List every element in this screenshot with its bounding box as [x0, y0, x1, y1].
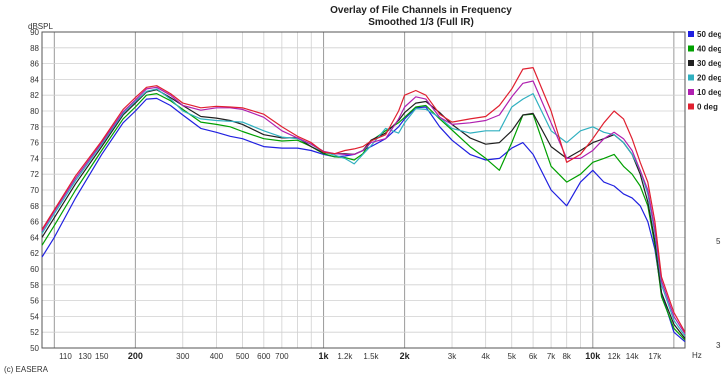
y-tick-label: 74 [30, 154, 39, 163]
x-tick-label: 5k [508, 352, 517, 361]
legend-swatch [688, 103, 694, 110]
x-tick-labels: 110 130 150 200 300 400 500 600 700 1k 1.2k 1.5k 2k 3… [59, 351, 662, 361]
legend-swatch [688, 60, 694, 66]
series-lines [41, 66, 686, 343]
legend-swatch [688, 74, 694, 81]
footer-credit: (c) EASERA [4, 365, 49, 374]
x-tick-label: 700 [275, 352, 289, 361]
x-tick-label: 14k [626, 352, 640, 361]
x-tick-label: 300 [176, 352, 190, 361]
x-tick-label: 6k [529, 352, 538, 361]
legend-swatch [688, 31, 694, 37]
legend-swatch [688, 45, 694, 52]
stray-mark-1: 5 [716, 237, 721, 246]
x-tick-label: 130 [78, 352, 92, 361]
chart-title: Overlay of File Channels in Frequency [330, 5, 512, 16]
y-tick-label: 66 [30, 218, 39, 227]
y-tick-label: 56 [30, 297, 39, 306]
series-line-40-deg [41, 92, 686, 341]
x-tick-label: 110 [59, 352, 72, 361]
y-tick-label: 68 [30, 202, 39, 211]
x-tick-label: 4k [481, 352, 490, 361]
legend-label: 40 deg [697, 45, 721, 54]
y-tick-label: 88 [30, 44, 39, 53]
y-tick-label: 54 [30, 312, 39, 321]
y-tick-label: 64 [30, 233, 39, 242]
x-axis-label: Hz [692, 351, 702, 360]
plot-area-frame [41, 31, 686, 349]
stray-mark-2: 3 [716, 341, 721, 350]
series-line-30-deg [41, 89, 686, 339]
legend-label: 20 deg [697, 74, 721, 83]
y-axis-label: dBSPL [28, 22, 53, 31]
y-tick-label: 76 [30, 139, 39, 148]
x-tick-label: 3k [448, 352, 457, 361]
y-tick-label: 80 [30, 107, 39, 116]
plot-grid [41, 31, 685, 349]
x-tick-label: 12k [608, 352, 622, 361]
y-tick-label: 78 [30, 123, 39, 132]
legend-label: 10 deg [697, 88, 721, 97]
y-tick-label: 60 [30, 265, 39, 274]
y-tick-label: 84 [30, 75, 39, 84]
y-tick-label: 50 [30, 344, 39, 353]
x-tick-label: 8k [562, 352, 571, 361]
x-tick-label: 10k [585, 351, 601, 361]
x-tick-label: 2k [400, 351, 411, 361]
legend-label: 50 deg [697, 30, 721, 39]
legend-swatch [688, 89, 694, 95]
series-line-0-deg [41, 66, 686, 333]
y-tick-label: 58 [30, 281, 39, 290]
x-tick-label: 400 [210, 352, 224, 361]
x-tick-label: 150 [95, 352, 109, 361]
x-tick-label: 17k [648, 352, 662, 361]
x-tick-label: 1.5k [363, 352, 379, 361]
x-tick-label: 500 [236, 352, 250, 361]
legend: 50 deg 40 deg 30 deg 20 deg 10 deg 0 deg [688, 30, 721, 112]
chart-subtitle: Smoothed 1/3 (Full IR) [368, 17, 474, 28]
y-tick-label: 62 [30, 249, 39, 258]
series-line-10-deg [41, 80, 686, 335]
x-tick-label: 1k [319, 351, 330, 361]
y-tick-label: 86 [30, 60, 39, 69]
x-tick-label: 200 [128, 351, 143, 361]
legend-label: 30 deg [697, 59, 721, 68]
x-tick-label: 600 [257, 352, 271, 361]
y-tick-label: 72 [30, 170, 39, 179]
y-tick-label: 90 [30, 28, 39, 37]
x-tick-label: 1.2k [337, 352, 353, 361]
series-line-50-deg [41, 97, 686, 343]
legend-label: 0 deg [697, 103, 718, 112]
x-tick-label: 7k [547, 352, 556, 361]
y-tick-label: 82 [30, 91, 39, 100]
y-tick-label: 70 [30, 186, 39, 195]
y-tick-labels: 50 52 54 56 58 60 62 64 66 68 70 72 74 76 78 80 82 84 86 88… [30, 28, 39, 353]
series-line-20-deg [41, 88, 686, 337]
y-tick-label: 52 [30, 328, 39, 337]
